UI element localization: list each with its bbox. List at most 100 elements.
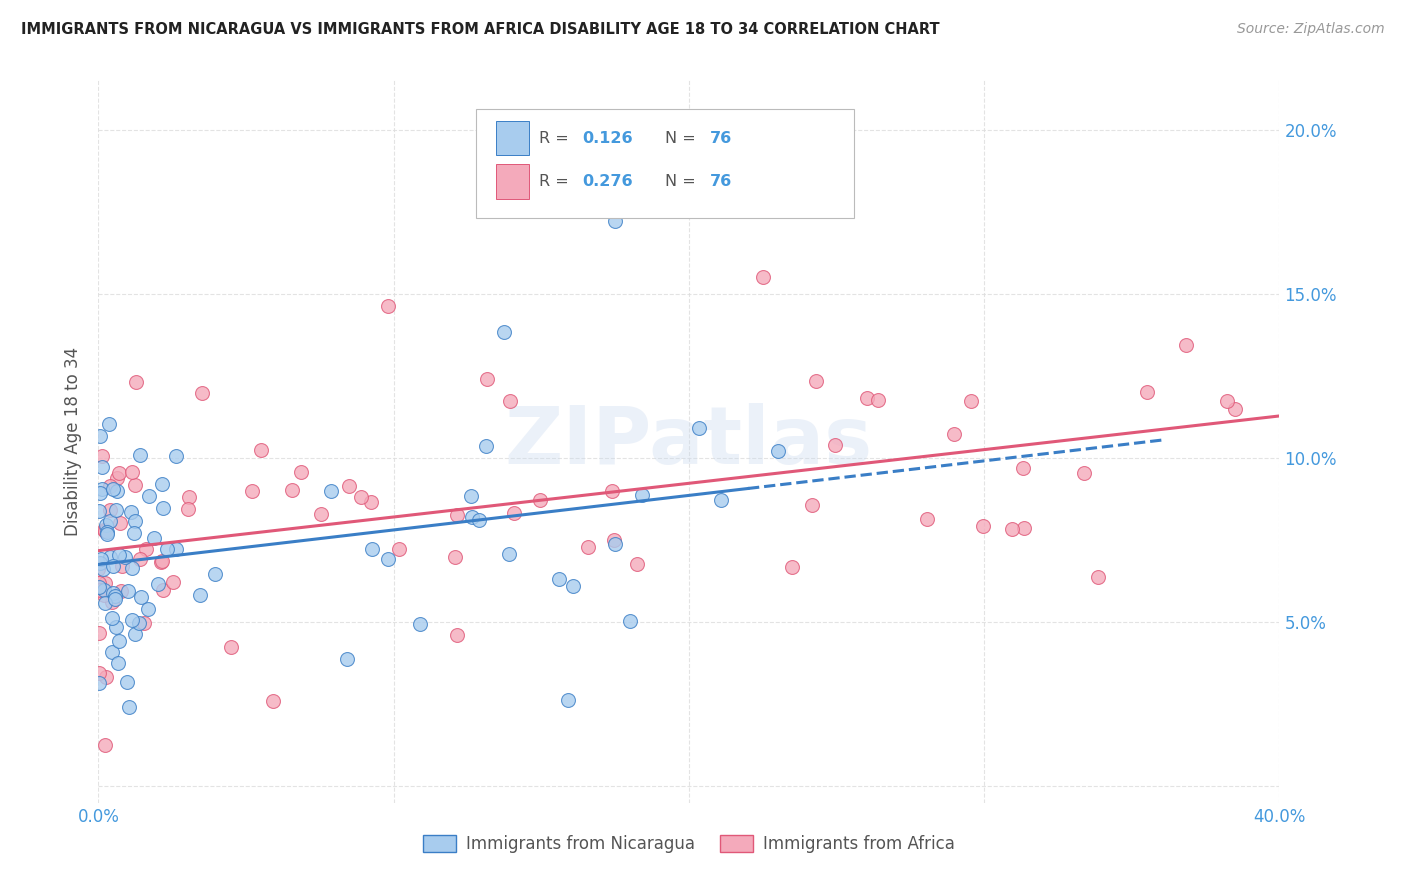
Immigrants from Africa xyxy=(177,502,200,516)
Immigrants from Nicaragua xyxy=(101,559,124,574)
Immigrants from Nicaragua xyxy=(114,549,136,564)
Immigrants from Nicaragua xyxy=(107,656,129,670)
Immigrants from Africa xyxy=(132,616,155,631)
Text: R =: R = xyxy=(538,130,574,145)
Immigrants from Africa xyxy=(626,557,648,571)
Immigrants from Nicaragua xyxy=(105,620,128,634)
Immigrants from Africa xyxy=(242,483,264,498)
Immigrants from Nicaragua xyxy=(105,503,128,517)
Immigrants from Africa xyxy=(866,393,889,408)
Immigrants from Nicaragua xyxy=(768,443,790,458)
Immigrants from Africa xyxy=(162,574,184,589)
Immigrants from Nicaragua xyxy=(98,417,121,432)
Immigrants from Nicaragua xyxy=(98,549,121,564)
Text: ZIPatlas: ZIPatlas xyxy=(505,402,873,481)
Text: R =: R = xyxy=(538,174,574,189)
Immigrants from Nicaragua xyxy=(321,483,343,498)
Immigrants from Africa xyxy=(446,628,468,642)
Immigrants from Africa xyxy=(806,374,828,388)
Immigrants from Nicaragua xyxy=(89,676,111,690)
Immigrants from Africa xyxy=(917,512,939,526)
Immigrants from Nicaragua xyxy=(124,626,146,640)
Immigrants from Nicaragua xyxy=(603,537,626,551)
Immigrants from Africa xyxy=(1087,570,1109,584)
Immigrants from Africa xyxy=(752,270,775,285)
Immigrants from Africa xyxy=(100,479,122,493)
Immigrants from Africa xyxy=(972,518,994,533)
Immigrants from Africa xyxy=(960,393,983,408)
Immigrants from Nicaragua xyxy=(129,590,152,604)
Immigrants from Nicaragua xyxy=(152,500,174,515)
Immigrants from Africa xyxy=(1001,522,1024,536)
Immigrants from Africa xyxy=(446,508,468,522)
Immigrants from Africa xyxy=(388,541,411,556)
Immigrants from Africa xyxy=(124,376,146,390)
Immigrants from Africa xyxy=(337,479,360,493)
Immigrants from Africa xyxy=(262,694,284,708)
Immigrants from Africa xyxy=(94,739,117,753)
Immigrants from Nicaragua xyxy=(121,613,143,627)
Immigrants from Nicaragua xyxy=(336,651,359,665)
Immigrants from Africa xyxy=(250,442,273,457)
Immigrants from Africa xyxy=(121,465,143,479)
Immigrants from Nicaragua xyxy=(498,547,520,561)
Immigrants from Nicaragua xyxy=(128,615,150,630)
Immigrants from Africa xyxy=(87,562,110,576)
Immigrants from Africa xyxy=(105,470,128,484)
Immigrants from Nicaragua xyxy=(94,596,117,610)
Immigrants from Nicaragua xyxy=(165,450,187,464)
Immigrants from Africa xyxy=(281,483,304,498)
Immigrants from Africa xyxy=(89,582,111,597)
Immigrants from Nicaragua xyxy=(474,439,496,453)
Immigrants from Nicaragua xyxy=(87,580,110,594)
Immigrants from Africa xyxy=(124,477,146,491)
Immigrants from Nicaragua xyxy=(108,634,131,648)
FancyBboxPatch shape xyxy=(496,164,530,199)
Immigrants from Nicaragua xyxy=(93,582,115,597)
Immigrants from Africa xyxy=(529,493,551,508)
Immigrants from Nicaragua xyxy=(103,590,125,604)
Immigrants from Africa xyxy=(943,427,966,442)
Immigrants from Nicaragua xyxy=(118,700,141,714)
Immigrants from Nicaragua xyxy=(124,514,146,528)
Immigrants from Nicaragua xyxy=(121,561,143,575)
Immigrants from Africa xyxy=(100,595,122,609)
Immigrants from Africa xyxy=(502,506,524,520)
Immigrants from Nicaragua xyxy=(461,509,484,524)
Immigrants from Nicaragua xyxy=(136,602,159,616)
Legend: Immigrants from Nicaragua, Immigrants from Africa: Immigrants from Nicaragua, Immigrants fr… xyxy=(416,828,962,860)
Immigrants from Nicaragua xyxy=(105,483,128,498)
Immigrants from Africa xyxy=(499,393,522,408)
Immigrants from Africa xyxy=(93,524,115,538)
Text: 0.276: 0.276 xyxy=(582,174,633,189)
Immigrants from Africa xyxy=(89,576,111,591)
Immigrants from Nicaragua xyxy=(688,421,710,435)
Immigrants from Africa xyxy=(110,516,132,530)
Immigrants from Nicaragua xyxy=(548,572,571,586)
Immigrants from Africa xyxy=(93,588,115,602)
Immigrants from Nicaragua xyxy=(89,429,111,443)
Immigrants from Africa xyxy=(290,465,312,479)
Immigrants from Nicaragua xyxy=(90,460,112,475)
Immigrants from Nicaragua xyxy=(91,482,114,496)
Text: 76: 76 xyxy=(710,130,733,145)
Text: N =: N = xyxy=(665,174,702,189)
Immigrants from Africa xyxy=(96,670,118,684)
Immigrants from Nicaragua xyxy=(204,567,226,582)
Immigrants from Africa xyxy=(444,550,467,565)
Immigrants from Africa xyxy=(800,498,823,512)
Immigrants from Africa xyxy=(87,626,110,640)
Immigrants from Nicaragua xyxy=(377,551,399,566)
Immigrants from Africa xyxy=(150,554,173,568)
Immigrants from Africa xyxy=(1073,466,1095,480)
Immigrants from Nicaragua xyxy=(146,577,169,591)
Immigrants from Nicaragua xyxy=(138,489,160,503)
Immigrants from Africa xyxy=(91,449,114,463)
Immigrants from Africa xyxy=(179,490,201,504)
Immigrants from Nicaragua xyxy=(605,214,627,228)
Immigrants from Africa xyxy=(360,495,382,509)
Immigrants from Africa xyxy=(94,524,117,538)
Immigrants from Nicaragua xyxy=(96,525,118,540)
Immigrants from Nicaragua xyxy=(101,611,124,625)
Immigrants from Africa xyxy=(98,502,121,516)
